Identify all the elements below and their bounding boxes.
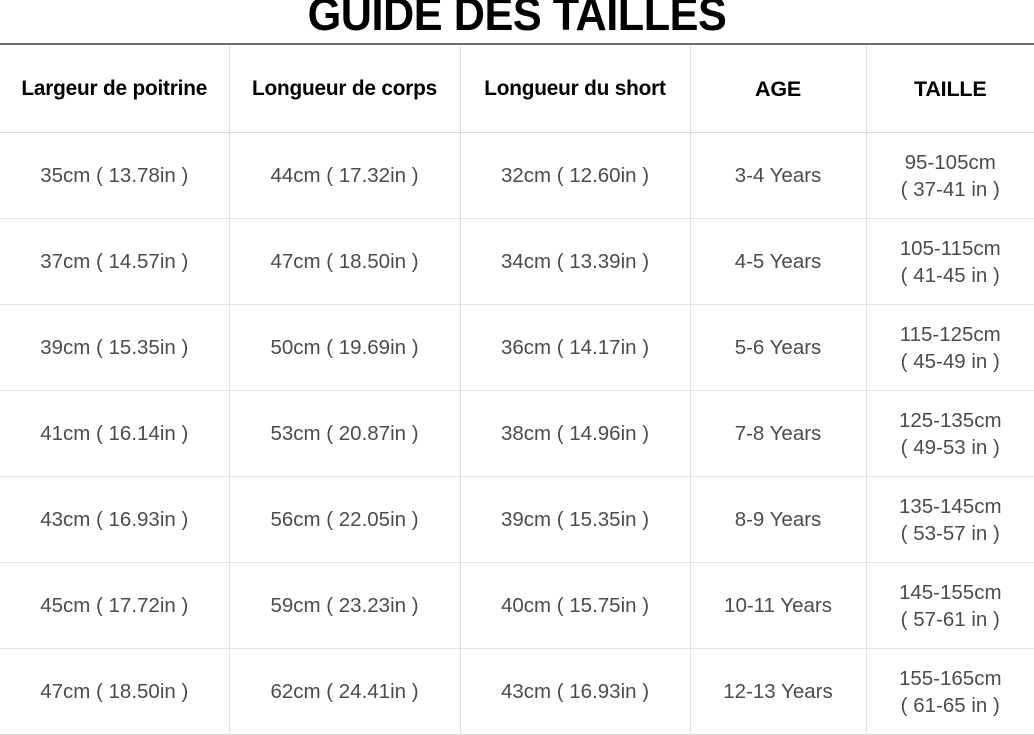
table-row: 37cm ( 14.57in ) 47cm ( 18.50in ) 34cm (…: [0, 218, 1034, 305]
cell-height: 135-145cm ( 53-57 in ): [866, 476, 1034, 563]
cell-height-cm: 115-125cm: [899, 322, 1001, 346]
cell-short-length: 32cm ( 12.60in ): [460, 132, 691, 219]
cell-chest-width: 45cm ( 17.72in ): [0, 562, 230, 649]
cell-age: 3-4 Years: [690, 132, 867, 219]
cell-height-cm: 155-165cm: [898, 666, 1002, 690]
cell-height: 105-115cm ( 41-45 in ): [866, 218, 1034, 305]
cell-height-in: ( 41-45 in ): [900, 263, 1000, 287]
cell-chest-width: 39cm ( 15.35in ): [0, 304, 230, 391]
cell-height: 125-135cm ( 49-53 in ): [866, 390, 1034, 477]
cell-height-cm: 105-115cm: [899, 236, 1001, 260]
cell-height-cm: 135-145cm: [898, 494, 1002, 518]
size-table: Largeur de poitrine Longueur de corps Lo…: [0, 45, 1034, 735]
cell-short-length: 34cm ( 13.39in ): [460, 218, 691, 305]
column-header-body-length: Longueur de corps: [230, 45, 460, 133]
cell-height-in: ( 49-53 in ): [900, 435, 1000, 459]
table-row: 45cm ( 17.72in ) 59cm ( 23.23in ) 40cm (…: [0, 562, 1034, 649]
page-title: GUIDE DES TAILLES: [307, 0, 727, 40]
table-row: 47cm ( 18.50in ) 62cm ( 24.41in ) 43cm (…: [0, 648, 1034, 735]
table-row: 41cm ( 16.14in ) 53cm ( 20.87in ) 38cm (…: [0, 390, 1034, 477]
cell-age: 5-6 Years: [690, 304, 867, 391]
cell-body-length: 53cm ( 20.87in ): [229, 390, 461, 477]
cell-height-cm: 125-135cm: [898, 408, 1002, 432]
table-header-row: Largeur de poitrine Longueur de corps Lo…: [0, 45, 1034, 133]
cell-age: 10-11 Years: [690, 562, 867, 649]
cell-short-length: 39cm ( 15.35in ): [460, 476, 691, 563]
cell-body-length: 50cm ( 19.69in ): [229, 304, 461, 391]
cell-short-length: 40cm ( 15.75in ): [460, 562, 691, 649]
cell-height: 155-165cm ( 61-65 in ): [866, 648, 1034, 735]
cell-chest-width: 47cm ( 18.50in ): [0, 648, 230, 735]
cell-short-length: 38cm ( 14.96in ): [460, 390, 691, 477]
cell-height: 95-105cm ( 37-41 in ): [866, 132, 1034, 219]
cell-age: 8-9 Years: [690, 476, 867, 563]
size-table-container: Largeur de poitrine Longueur de corps Lo…: [0, 43, 1034, 735]
cell-short-length: 36cm ( 14.17in ): [460, 304, 691, 391]
cell-body-length: 47cm ( 18.50in ): [229, 218, 461, 305]
column-header-short-length: Longueur du short: [461, 45, 690, 133]
cell-height-in: ( 53-57 in ): [900, 521, 1000, 545]
cell-height-cm: 145-155cm: [898, 580, 1002, 604]
cell-height-cm: 95-105cm: [904, 150, 996, 174]
table-body: 35cm ( 13.78in ) 44cm ( 17.32in ) 32cm (…: [0, 132, 1034, 735]
cell-body-length: 62cm ( 24.41in ): [229, 648, 461, 735]
cell-chest-width: 43cm ( 16.93in ): [0, 476, 230, 563]
cell-short-length: 43cm ( 16.93in ): [460, 648, 691, 735]
column-header-chest-width: Largeur de poitrine: [1, 45, 229, 133]
column-header-age: AGE: [690, 45, 867, 133]
cell-height-in: ( 37-41 in ): [900, 177, 1000, 201]
column-header-height: TAILLE: [866, 45, 1034, 133]
cell-body-length: 56cm ( 22.05in ): [229, 476, 461, 563]
table-row: 39cm ( 15.35in ) 50cm ( 19.69in ) 36cm (…: [0, 304, 1034, 391]
cell-height-in: ( 61-65 in ): [900, 693, 1000, 717]
cell-body-length: 44cm ( 17.32in ): [229, 132, 461, 219]
cell-chest-width: 41cm ( 16.14in ): [0, 390, 230, 477]
cell-chest-width: 37cm ( 14.57in ): [0, 218, 230, 305]
cell-height-in: ( 45-49 in ): [900, 349, 1000, 373]
table-row: 35cm ( 13.78in ) 44cm ( 17.32in ) 32cm (…: [0, 132, 1034, 219]
page-title-bar: GUIDE DES TAILLES: [0, 0, 1034, 43]
table-header: Largeur de poitrine Longueur de corps Lo…: [0, 45, 1034, 133]
cell-chest-width: 35cm ( 13.78in ): [0, 132, 230, 219]
cell-height: 115-125cm ( 45-49 in ): [866, 304, 1034, 391]
cell-age: 4-5 Years: [690, 218, 867, 305]
cell-body-length: 59cm ( 23.23in ): [229, 562, 461, 649]
table-row: 43cm ( 16.93in ) 56cm ( 22.05in ) 39cm (…: [0, 476, 1034, 563]
cell-age: 7-8 Years: [690, 390, 867, 477]
cell-height: 145-155cm ( 57-61 in ): [866, 562, 1034, 649]
cell-height-in: ( 57-61 in ): [900, 607, 1000, 631]
cell-age: 12-13 Years: [690, 648, 867, 735]
